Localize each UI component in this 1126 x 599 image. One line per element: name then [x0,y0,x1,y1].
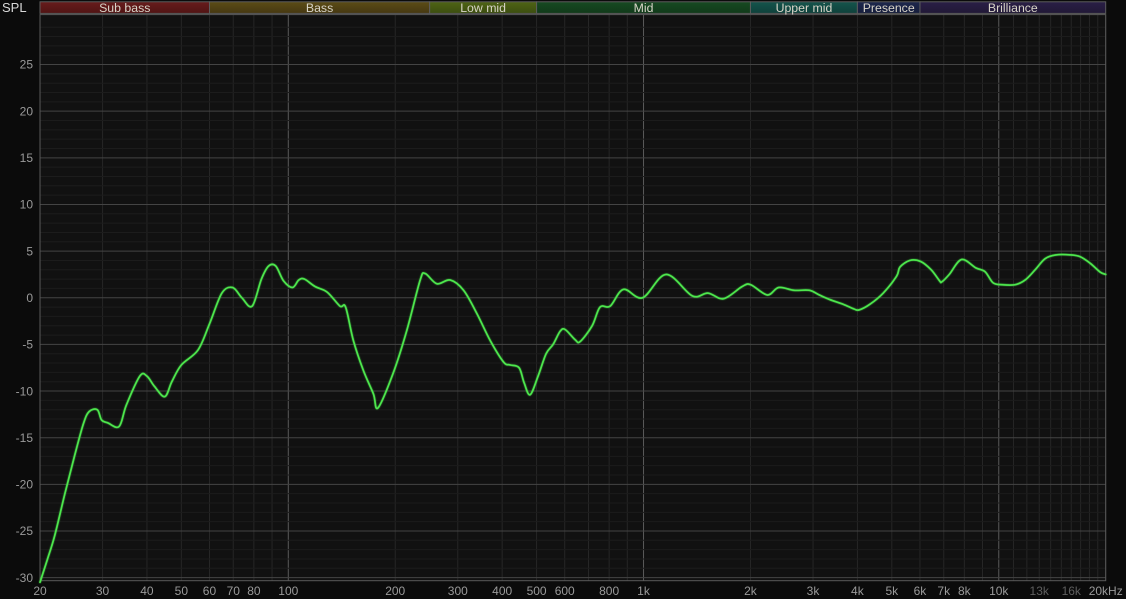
svg-text:80: 80 [247,584,261,598]
svg-text:30: 30 [96,584,110,598]
svg-text:16k: 16k [1062,584,1082,598]
svg-text:Sub bass: Sub bass [99,1,150,15]
svg-text:Mid: Mid [634,1,654,15]
svg-text:Low mid: Low mid [460,1,506,15]
svg-text:0: 0 [26,291,33,305]
svg-text:15: 15 [20,151,34,165]
svg-text:Brilliance: Brilliance [988,1,1038,15]
svg-text:20: 20 [33,584,47,598]
svg-text:-30: -30 [16,571,34,585]
svg-text:20kHz: 20kHz [1089,584,1123,598]
svg-text:6k: 6k [914,584,928,598]
svg-text:5: 5 [26,244,33,258]
svg-text:13k: 13k [1030,584,1050,598]
svg-text:8k: 8k [958,584,972,598]
svg-text:Bass: Bass [306,1,333,15]
svg-text:1k: 1k [637,584,651,598]
svg-text:50: 50 [175,584,189,598]
svg-text:300: 300 [448,584,468,598]
svg-text:70: 70 [227,584,241,598]
svg-text:3k: 3k [807,584,821,598]
svg-text:40: 40 [140,584,154,598]
svg-text:2k: 2k [744,584,758,598]
svg-text:4k: 4k [851,584,865,598]
svg-text:Presence: Presence [863,1,915,15]
svg-text:400: 400 [492,584,512,598]
svg-text:100: 100 [278,584,298,598]
svg-text:Upper mid: Upper mid [776,1,833,15]
svg-text:5k: 5k [885,584,899,598]
svg-text:SPL: SPL [2,0,27,15]
svg-text:10k: 10k [989,584,1009,598]
svg-text:7k: 7k [937,584,951,598]
svg-text:500: 500 [527,584,547,598]
svg-text:200: 200 [385,584,405,598]
svg-text:-10: -10 [16,384,34,398]
svg-text:-25: -25 [16,524,34,538]
svg-text:20: 20 [20,104,34,118]
svg-text:-20: -20 [16,478,34,492]
svg-text:800: 800 [599,584,619,598]
svg-text:-15: -15 [16,431,34,445]
svg-text:10: 10 [20,198,34,212]
svg-text:60: 60 [203,584,217,598]
svg-text:25: 25 [20,58,34,72]
svg-text:600: 600 [555,584,575,598]
svg-text:-5: -5 [22,338,33,352]
